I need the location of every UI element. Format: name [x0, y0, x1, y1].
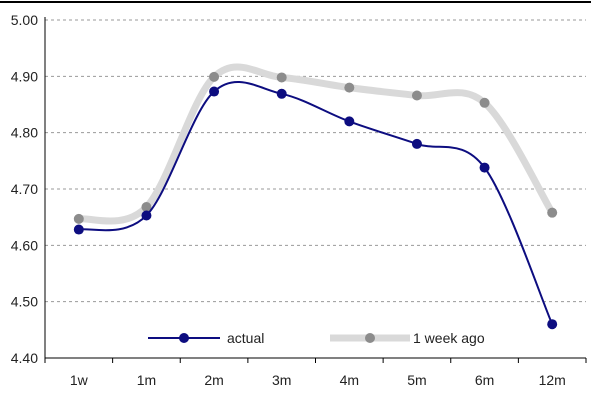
data-point-1-week-ago — [479, 97, 490, 108]
series-line-1-week-ago — [75, 63, 556, 225]
x-tick-label: 6m — [475, 372, 494, 388]
legend-marker-actual — [179, 333, 189, 343]
data-point-1-week-ago — [411, 90, 422, 101]
x-tick-label: 12m — [539, 372, 566, 388]
y-tick-label: 4.40 — [11, 350, 38, 366]
x-tick-label: 2m — [204, 372, 223, 388]
y-tick-label: 4.70 — [11, 181, 38, 197]
gridlines — [45, 19, 586, 303]
data-point-actual — [276, 88, 287, 99]
legend-label-1-week-ago: 1 week ago — [413, 330, 485, 346]
legend-marker-1-week-ago — [365, 333, 375, 343]
y-tick-label: 4.90 — [11, 68, 38, 84]
x-tick-label: 1m — [137, 372, 156, 388]
axes: 4.40 4.50 4.60 4.70 4.80 4.90 5.00 1w 1m 2m 3m 4m 5m… — [11, 12, 587, 388]
data-point-actual — [73, 224, 84, 235]
data-point-actual — [209, 86, 220, 97]
x-tick-label: 5m — [407, 372, 426, 388]
data-point-1-week-ago — [209, 71, 220, 82]
data-point-actual — [344, 116, 355, 127]
data-point-1-week-ago — [344, 82, 355, 93]
x-tick-label: 4m — [340, 372, 359, 388]
y-tick-label: 4.80 — [11, 125, 38, 141]
data-point-actual — [547, 319, 558, 330]
data-point-1-week-ago — [73, 213, 84, 224]
legend-label-actual: actual — [227, 330, 264, 346]
y-tick-label: 4.60 — [11, 237, 38, 253]
y-tick-label: 5.00 — [11, 12, 38, 28]
data-point-1-week-ago — [547, 207, 558, 218]
legend: actual 1 week ago — [148, 330, 485, 346]
y-tick-label: 4.50 — [11, 294, 38, 310]
x-tick-label: 1w — [70, 372, 89, 388]
series-lines — [73, 63, 558, 330]
data-point-actual — [141, 210, 152, 221]
data-point-1-week-ago — [276, 72, 287, 83]
data-point-actual — [479, 162, 490, 173]
data-point-actual — [411, 138, 422, 149]
x-tick-label: 3m — [272, 372, 291, 388]
data-point-1-week-ago — [141, 202, 152, 213]
